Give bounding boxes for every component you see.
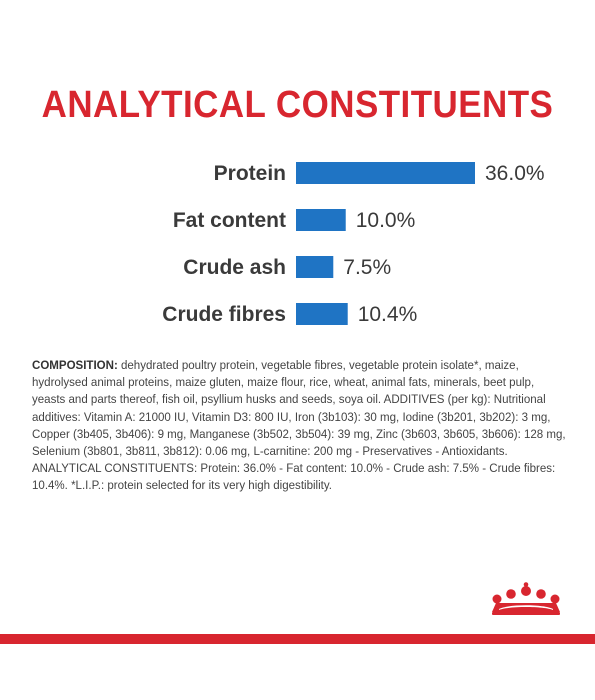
category-label: Fat content	[173, 209, 286, 232]
composition-body: dehydrated poultry protein, vegetable fi…	[32, 358, 566, 493]
composition-heading: COMPOSITION:	[32, 358, 118, 372]
value-label: 10.0%	[356, 209, 416, 232]
value-label: 10.4%	[358, 303, 418, 326]
category-label: Protein	[214, 162, 286, 185]
bar	[296, 256, 334, 278]
bottom-accent-band	[0, 634, 595, 644]
value-label: 7.5%	[343, 256, 391, 279]
bar-chart: Protein 36.0% Fat content 10.0% Crude ash 7.5…	[162, 162, 545, 326]
bar	[296, 209, 346, 231]
value-label: 36.0%	[485, 162, 545, 185]
category-label: Crude fibres	[162, 303, 286, 326]
category-label: Crude ash	[183, 256, 286, 279]
crown-icon	[492, 582, 560, 615]
chart-title: ANALYTICAL CONSTITUENTS	[41, 84, 554, 126]
bar	[296, 162, 475, 184]
bar	[296, 303, 348, 325]
composition-text: COMPOSITION: dehydrated poultry protein,…	[32, 357, 567, 495]
